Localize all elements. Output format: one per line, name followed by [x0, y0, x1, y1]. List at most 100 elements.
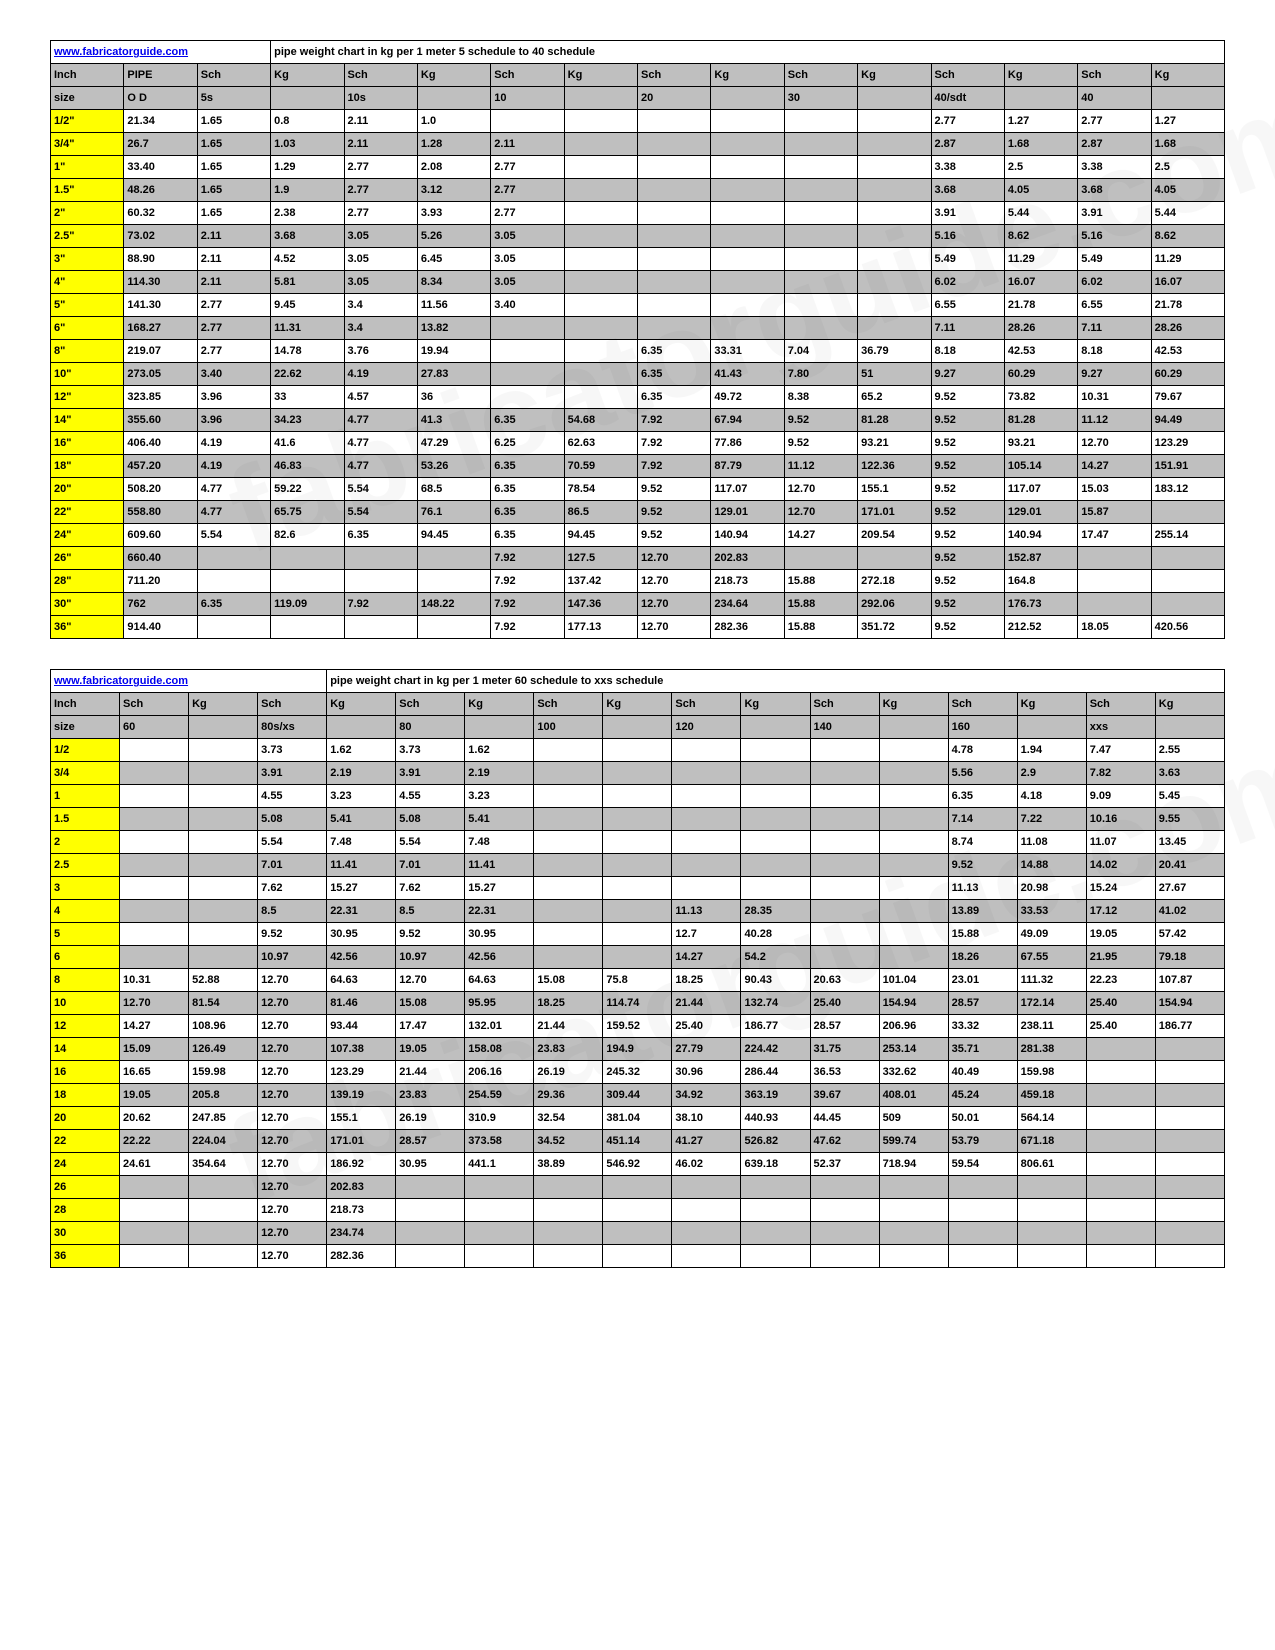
site-link[interactable]: www.fabricatorguide.com	[54, 675, 188, 687]
data-cell: 9.52	[931, 547, 1004, 570]
data-cell: 9.52	[931, 570, 1004, 593]
data-cell: 70.59	[564, 455, 637, 478]
data-cell: 186.77	[741, 1015, 810, 1038]
data-cell: 33.32	[948, 1015, 1017, 1038]
data-cell: 3.40	[491, 294, 564, 317]
data-cell	[465, 1176, 534, 1199]
data-cell	[120, 946, 189, 969]
data-cell: 6.35	[344, 524, 417, 547]
size-cell: 18"	[51, 455, 124, 478]
data-cell: 1.03	[271, 133, 344, 156]
data-cell: 23.01	[948, 969, 1017, 992]
data-cell	[810, 785, 879, 808]
data-cell	[784, 271, 857, 294]
size-cell: 20"	[51, 478, 124, 501]
col-header: Sch	[344, 64, 417, 87]
data-cell	[672, 831, 741, 854]
data-cell: 13.82	[417, 317, 490, 340]
data-cell	[879, 877, 948, 900]
data-cell: 164.8	[1004, 570, 1077, 593]
data-cell	[189, 1199, 258, 1222]
data-cell: 238.11	[1017, 1015, 1086, 1038]
data-cell: 4.77	[197, 478, 270, 501]
table-title: pipe weight chart in kg per 1 meter 60 s…	[327, 670, 1225, 693]
data-cell	[271, 570, 344, 593]
data-cell: 49.09	[1017, 923, 1086, 946]
data-cell: 16.07	[1004, 271, 1077, 294]
data-cell: 1.0	[417, 110, 490, 133]
data-cell: 355.60	[124, 409, 197, 432]
data-cell	[672, 762, 741, 785]
data-cell: 2.9	[1017, 762, 1086, 785]
col-header: 80s/xs	[258, 716, 327, 739]
data-cell: 7.92	[638, 455, 711, 478]
data-cell: 3.38	[1078, 156, 1151, 179]
data-cell: 7.92	[491, 547, 564, 570]
data-cell	[1078, 547, 1151, 570]
data-cell: 254.59	[465, 1084, 534, 1107]
data-cell: 14.88	[1017, 854, 1086, 877]
data-cell: 25.40	[1086, 1015, 1155, 1038]
data-cell: 168.27	[124, 317, 197, 340]
data-cell	[711, 133, 784, 156]
data-cell: 3.40	[197, 363, 270, 386]
pipe-weight-table-1: www.fabricatorguide.compipe weight chart…	[50, 40, 1225, 639]
data-cell: 5.54	[344, 501, 417, 524]
data-cell: 5.44	[1151, 202, 1224, 225]
data-cell	[1151, 501, 1224, 524]
data-cell: 3.76	[344, 340, 417, 363]
data-cell: 11.41	[327, 854, 396, 877]
data-cell	[271, 547, 344, 570]
data-cell: 155.1	[327, 1107, 396, 1130]
site-link[interactable]: www.fabricatorguide.com	[54, 46, 188, 58]
data-cell: 660.40	[124, 547, 197, 570]
data-cell: 36.53	[810, 1061, 879, 1084]
data-cell	[879, 1222, 948, 1245]
data-cell: 14.27	[1078, 455, 1151, 478]
data-cell: 3.73	[258, 739, 327, 762]
data-cell: 7.04	[784, 340, 857, 363]
data-cell	[534, 1199, 603, 1222]
data-cell: 2.77	[491, 179, 564, 202]
data-cell	[1155, 1199, 1224, 1222]
data-cell: 7.48	[465, 831, 534, 854]
data-cell: 42.53	[1004, 340, 1077, 363]
data-cell	[879, 923, 948, 946]
data-cell	[120, 739, 189, 762]
data-cell: 9.52	[931, 501, 1004, 524]
col-header: Kg	[465, 693, 534, 716]
data-cell: 30.95	[465, 923, 534, 946]
data-cell	[396, 1199, 465, 1222]
col-header: 5s	[197, 87, 270, 110]
data-cell	[711, 156, 784, 179]
data-cell: 332.62	[879, 1061, 948, 1084]
data-cell: 6.35	[638, 340, 711, 363]
data-cell: 177.13	[564, 616, 637, 639]
col-header: Sch	[784, 64, 857, 87]
data-cell: 6.35	[491, 501, 564, 524]
data-cell: 1.65	[197, 179, 270, 202]
data-cell: 57.42	[1155, 923, 1224, 946]
data-cell: 9.52	[638, 478, 711, 501]
data-cell: 253.14	[879, 1038, 948, 1061]
col-header: 30	[784, 87, 857, 110]
size-cell: 16	[51, 1061, 120, 1084]
data-cell: 81.46	[327, 992, 396, 1015]
data-cell: 609.60	[124, 524, 197, 547]
data-cell: 2.77	[344, 156, 417, 179]
data-cell	[564, 133, 637, 156]
data-cell	[784, 547, 857, 570]
data-cell: 94.45	[417, 524, 490, 547]
data-cell: 28.57	[396, 1130, 465, 1153]
data-cell: 14.78	[271, 340, 344, 363]
data-cell: 7.92	[638, 432, 711, 455]
data-cell	[784, 110, 857, 133]
data-cell	[948, 1222, 1017, 1245]
data-cell	[638, 133, 711, 156]
data-cell: 33.31	[711, 340, 784, 363]
data-cell: 1.62	[327, 739, 396, 762]
size-cell: 6"	[51, 317, 124, 340]
data-cell	[1155, 1153, 1224, 1176]
data-cell	[534, 946, 603, 969]
col-header: Kg	[1151, 64, 1224, 87]
